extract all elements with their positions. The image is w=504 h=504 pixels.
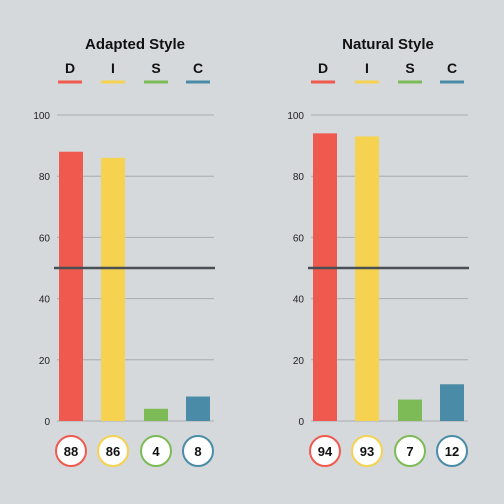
bar-1-s bbox=[398, 399, 422, 421]
bar-1-d bbox=[313, 133, 337, 422]
ytick-label-0-2: 40 bbox=[39, 295, 51, 306]
ytick-label-1-3: 60 bbox=[293, 233, 305, 244]
category-label-0-0: D bbox=[65, 60, 75, 76]
ytick-label-1-5: 100 bbox=[287, 111, 304, 122]
value-circle-1-2 bbox=[394, 435, 426, 467]
category-label-1-0: D bbox=[318, 60, 328, 76]
category-label-1-2: S bbox=[405, 60, 414, 76]
value-circle-1-3 bbox=[436, 435, 468, 467]
category-label-0-2: S bbox=[151, 60, 160, 76]
category-label-1-1: I bbox=[365, 60, 369, 76]
category-label-0-3: C bbox=[193, 60, 203, 76]
value-circle-1-0 bbox=[309, 435, 341, 467]
value-circle-1-1 bbox=[351, 435, 383, 467]
chart-title-0: Adapted Style bbox=[85, 36, 185, 53]
bar-1-i bbox=[355, 136, 379, 422]
value-label-0-1: 86 bbox=[106, 444, 120, 459]
value-circle-0-1 bbox=[97, 435, 129, 467]
value-circle-0-0 bbox=[55, 435, 87, 467]
bar-0-i bbox=[101, 157, 125, 421]
bar-0-d bbox=[59, 151, 83, 421]
category-label-1-3: C bbox=[447, 60, 457, 76]
ytick-label-0-0: 0 bbox=[44, 417, 50, 428]
ytick-label-1-0: 0 bbox=[298, 417, 304, 428]
ytick-label-0-1: 20 bbox=[39, 356, 51, 367]
bar-0-s bbox=[144, 408, 168, 421]
ytick-label-1-4: 80 bbox=[293, 172, 305, 183]
value-circle-0-3 bbox=[182, 435, 214, 467]
value-label-1-2: 7 bbox=[406, 444, 413, 459]
bar-0-c bbox=[186, 396, 210, 421]
value-label-0-2: 4 bbox=[152, 444, 160, 459]
ytick-label-0-3: 60 bbox=[39, 233, 51, 244]
ytick-label-0-5: 100 bbox=[33, 111, 50, 122]
value-circle-0-2 bbox=[140, 435, 172, 467]
chart-title-1: Natural Style bbox=[342, 36, 434, 53]
value-label-0-0: 88 bbox=[64, 444, 78, 459]
value-label-1-3: 12 bbox=[445, 444, 459, 459]
category-label-0-1: I bbox=[111, 60, 115, 76]
value-label-1-1: 93 bbox=[360, 444, 374, 459]
ytick-label-1-1: 20 bbox=[293, 356, 305, 367]
value-label-1-0: 94 bbox=[318, 444, 333, 459]
bar-1-c bbox=[440, 384, 464, 421]
ytick-label-1-2: 40 bbox=[293, 295, 305, 306]
ytick-label-0-4: 80 bbox=[39, 172, 51, 183]
value-label-0-3: 8 bbox=[194, 444, 201, 459]
